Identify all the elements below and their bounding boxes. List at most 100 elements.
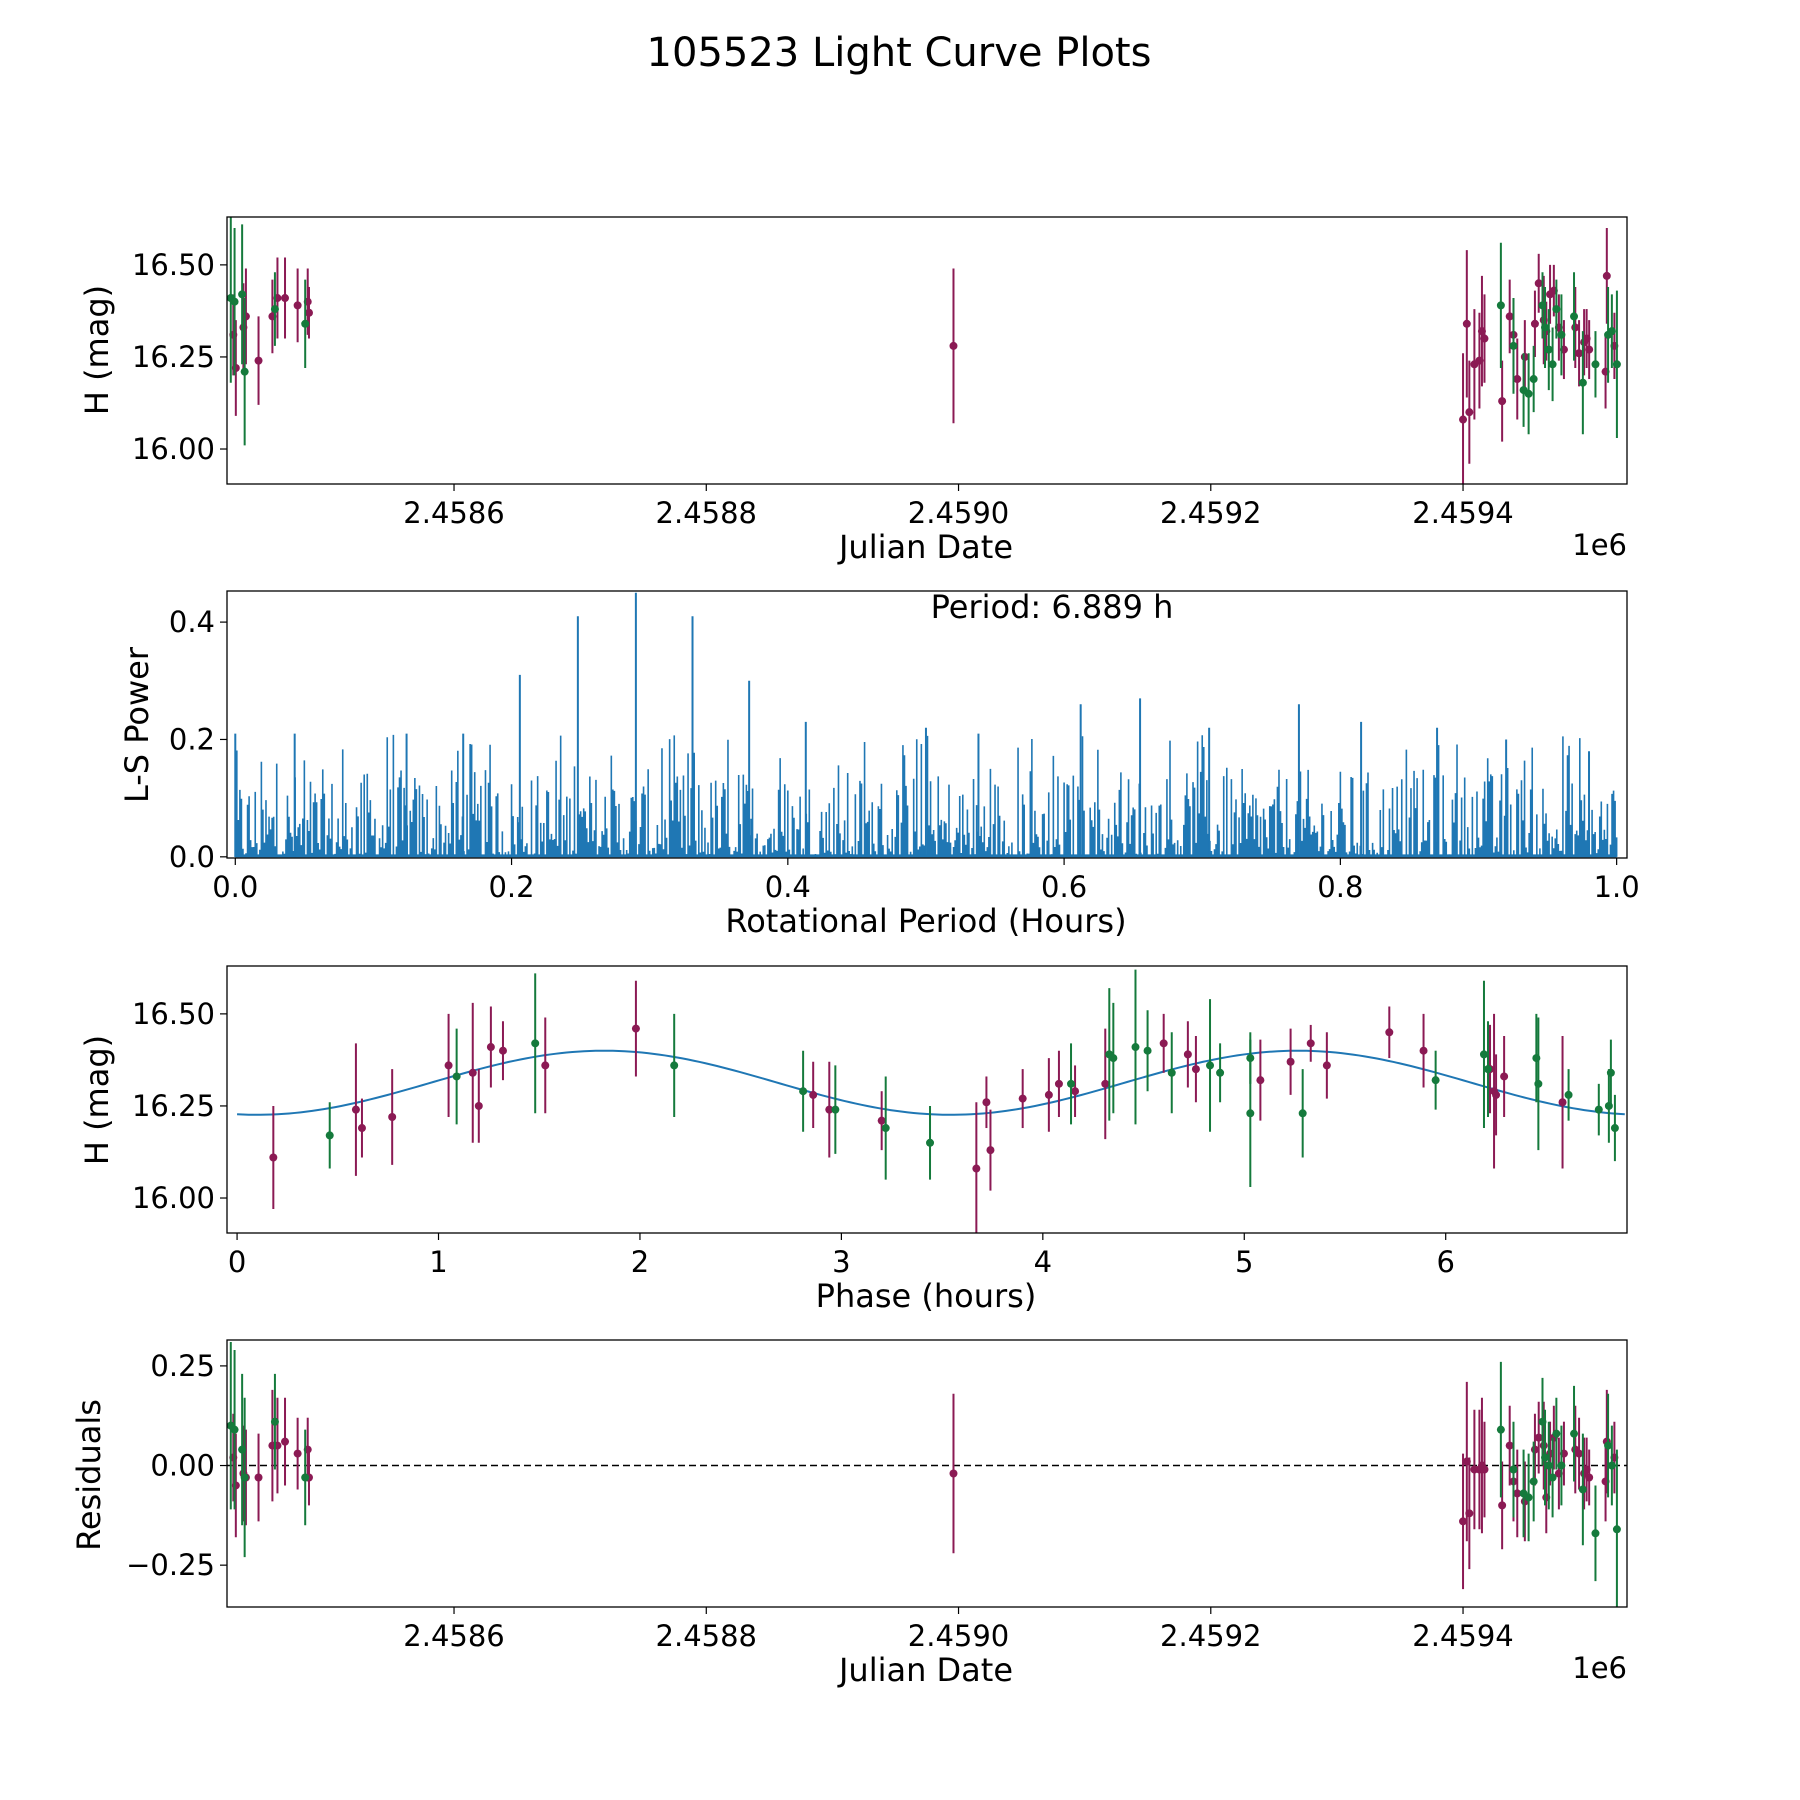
periodogram-ytick-label: 0.0 [169,840,215,874]
residuals-ylabel: Residuals [70,1399,108,1551]
point-r [1498,397,1507,406]
point-r [486,1043,495,1052]
point-g [301,1473,310,1482]
residuals-xtick-label: 2.4586 [403,1619,504,1653]
raw-lightcurve-marks [227,217,1621,484]
periodogram-ytick-label: 0.2 [169,722,215,756]
point-g [1479,1050,1488,1059]
raw-lightcurve-plot-area [227,217,1621,484]
raw-lightcurve-offset-label: 1e6 [1572,528,1627,562]
point-g [270,305,279,314]
periodogram-plot-area [234,592,1618,858]
point-g [670,1061,679,1070]
raw-lightcurve-ylabel: H (mag) [78,285,116,415]
point-g [1544,345,1553,354]
point-g [1067,1079,1076,1088]
point-r [231,363,240,372]
phased-lightcurve-xtick-label: 3 [832,1245,850,1279]
point-g [301,319,310,328]
point-g [1594,1105,1603,1114]
point-r [231,1481,240,1490]
point-r [1256,1076,1265,1085]
point-g [1578,378,1587,387]
point-r [1044,1090,1053,1099]
point-r [1101,1079,1110,1088]
periodogram-xtick-label: 1.0 [1594,870,1640,904]
point-g [1109,1054,1118,1063]
point-r [1459,1517,1468,1526]
point-g [1509,1465,1518,1474]
point-g [1606,1068,1615,1077]
residuals-ytick-label: −0.25 [126,1548,215,1582]
point-g [452,1072,461,1081]
point-r [1585,345,1594,354]
point-g [1143,1046,1152,1055]
point-g [1610,1124,1619,1133]
point-g [1524,389,1533,398]
point-g [1246,1109,1255,1118]
point-g [926,1138,935,1147]
point-r [1071,1087,1080,1096]
point-r [1575,1449,1584,1458]
point-g [1524,1493,1533,1502]
point-g [531,1039,540,1048]
residuals-xlabel: Julian Date [837,1651,1013,1689]
periodogram-ticks: 0.0 0.2 0.4 0.6 0.8 1.0 0.0 0.2 0.4 [169,605,1640,904]
point-g [1612,360,1621,369]
point-g [240,1473,249,1482]
point-g [1484,1065,1493,1074]
point-g [1552,1429,1561,1438]
point-g [1544,1461,1553,1470]
residuals-panel: 2.4586 2.4588 2.4590 2.4592 2.4594 −0.25 0.00 0… [70,1339,1628,1689]
point-g [1509,341,1518,350]
periodogram-xlabel: Rotational Period (Hours) [725,902,1126,940]
raw-lightcurve-xtick-label: 2.4588 [656,496,757,530]
point-g [1167,1068,1176,1077]
point-r [1539,1441,1548,1450]
point-r [1018,1094,1027,1103]
point-g [1570,1429,1579,1438]
periodogram-xtick-label: 0.8 [1317,870,1363,904]
point-g [1570,312,1579,321]
point-r [474,1101,483,1110]
point-r [1322,1061,1331,1070]
periodogram-marks [234,592,1618,858]
residuals-offset-label: 1e6 [1572,1651,1627,1685]
raw-lightcurve-xlabel: Julian Date [837,528,1013,566]
point-g [1541,323,1550,332]
point-g [1548,1473,1557,1482]
point-r [1385,1028,1394,1037]
point-r [1286,1057,1295,1066]
point-r [304,308,313,317]
point-g [1607,1461,1616,1470]
point-r [982,1098,991,1107]
raw-lightcurve-ytick-label: 16.00 [132,432,215,466]
point-r [498,1046,507,1055]
phased-lightcurve-marks [237,969,1625,1233]
point-r [1465,1509,1474,1518]
residuals-xtick-label: 2.4594 [1412,1619,1513,1653]
periodogram-xtick-label: 0.0 [212,870,258,904]
residuals-ytick-label: 0.00 [150,1449,215,1483]
point-r [1500,1072,1509,1081]
residuals-ytick-label: 0.25 [150,1349,215,1383]
point-g [1131,1043,1140,1052]
point-g [230,297,239,306]
point-r [825,1105,834,1114]
phased-lightcurve-xtick-label: 2 [631,1245,649,1279]
point-r [1513,375,1522,384]
point-r [1480,334,1489,343]
phased-lightcurve-xtick-label: 5 [1235,1245,1253,1279]
point-r [1459,415,1468,424]
point-r [1534,1433,1543,1442]
periodogram-ytick-label: 0.4 [169,605,215,639]
point-r [293,1449,302,1458]
periodogram-xtick-label: 0.4 [765,870,811,904]
periodogram-frame [226,590,1628,859]
point-g [238,290,247,299]
phased-lightcurve-ytick-label: 16.50 [132,997,215,1031]
point-r [972,1164,981,1173]
point-r [1534,279,1543,288]
phased-lightcurve-ylabel: H (mag) [78,1035,116,1165]
